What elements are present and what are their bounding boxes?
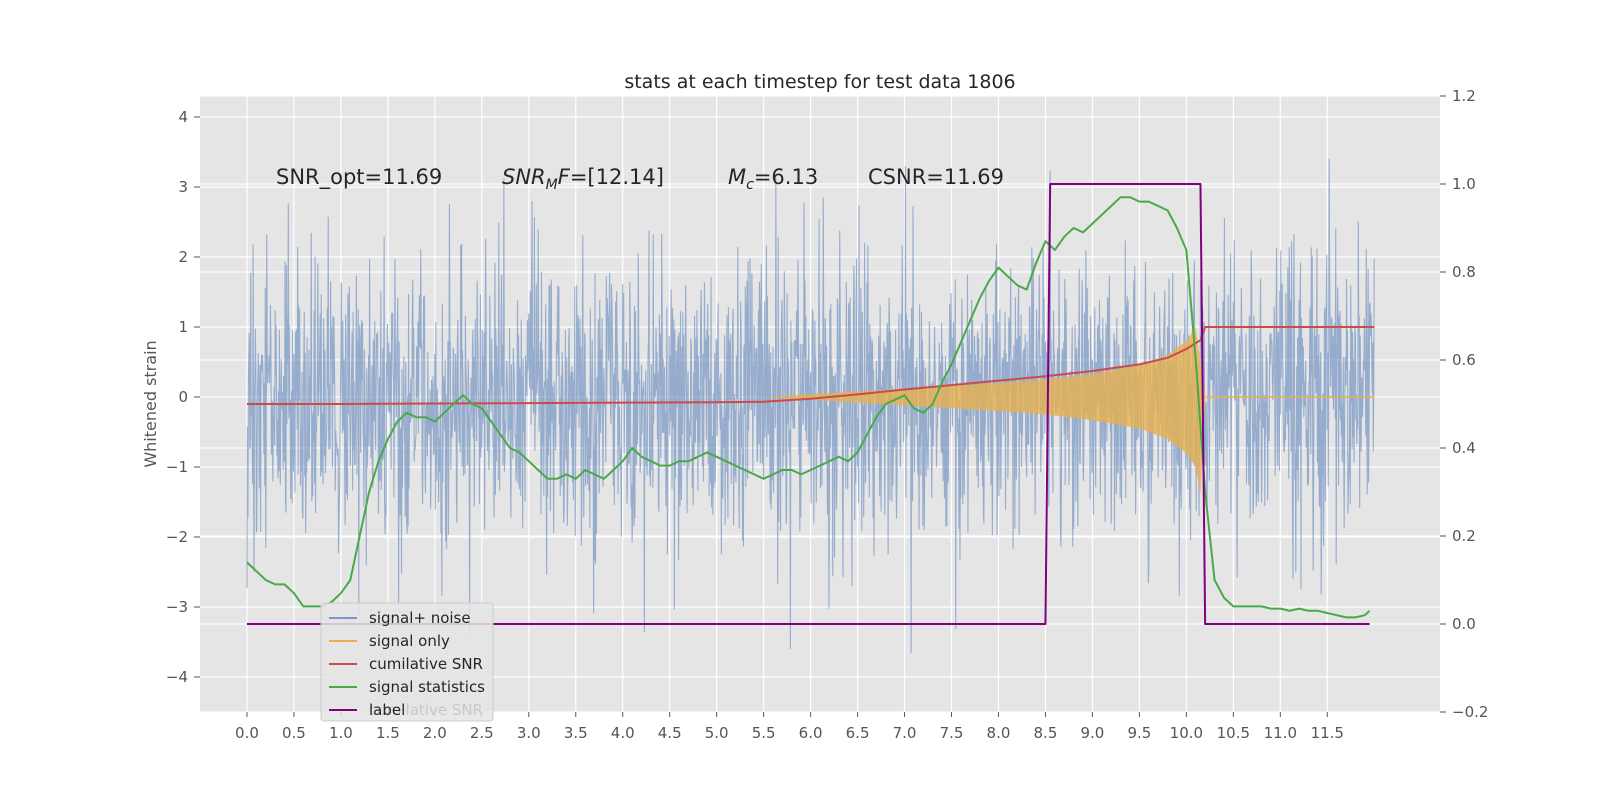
x-axis: 0.0 0.5 1.0 1.5 2.0 2.5 3.0 3.5 4.0 4.5 5.0 5.5 6.0 6… [235,712,1344,742]
y-axis-title: Whitened strain [141,340,160,467]
y-tick-label: 1 [178,318,188,336]
x-tick-label: 7.0 [893,724,917,742]
annotation-snr-mf: SNRMF=[12.14] [502,165,664,193]
y-tick-label: 0 [178,388,188,406]
chart-title: stats at each timestep for test data 180… [624,71,1015,93]
legend-label: label [369,701,405,719]
x-tick-label: 10.5 [1217,724,1250,742]
legend-label: signal+ noise [369,609,471,627]
x-tick-label: 5.0 [705,724,729,742]
y-tick-label: −4 [166,668,188,686]
y-tick-label: −3 [166,598,188,616]
x-tick-label: 4.5 [658,724,682,742]
x-tick-label: 2.0 [423,724,447,742]
y2-tick-label: 0.0 [1452,615,1476,633]
annotation-snr-opt: SNR_opt=11.69 [276,165,442,190]
y-tick-label: −1 [166,458,188,476]
x-tick-label: 9.0 [1080,724,1104,742]
x-tick-label: 6.0 [799,724,823,742]
legend-label: cumilative SNR [369,655,483,673]
x-tick-label: 7.5 [940,724,964,742]
x-tick-label: 1.0 [329,724,353,742]
x-tick-label: 2.5 [470,724,494,742]
x-tick-label: 3.0 [517,724,541,742]
y2-tick-label: −0.2 [1452,703,1488,721]
annotation-mc: Mc=6.13 [728,165,818,193]
signal-statistics-line [246,196,1371,619]
y2-tick-label: 0.6 [1452,351,1476,369]
legend-label: signal statistics [369,678,485,696]
legend-box [320,602,494,722]
signal-noise-series [246,158,1375,654]
legend-ghost-text: cumilative SNR [369,701,483,719]
y-tick-label: 3 [178,178,188,196]
x-tick-label: 11.5 [1311,724,1344,742]
x-tick-label: 5.5 [752,724,776,742]
x-tick-label: 3.5 [564,724,588,742]
y-tick-label: 4 [178,108,188,126]
signal-only-band [763,327,1375,495]
label-line [246,183,1370,625]
y-axis-left: 4 3 2 1 0 −1 −2 −3 −4 [166,108,200,686]
x-tick-label: 9.5 [1127,724,1151,742]
y-axis-right: 1.2 1.0 0.8 0.6 0.4 0.2 0.0 −0.2 [1440,87,1488,721]
y-tick-label: 2 [178,248,188,266]
x-tick-label: 6.5 [846,724,870,742]
legend-label: signal only [369,632,450,650]
y2-tick-label: 0.2 [1452,527,1476,545]
x-tick-label: 8.5 [1034,724,1058,742]
cumulative-snr-line [246,326,1375,405]
x-tick-label: 1.5 [376,724,400,742]
y2-tick-label: 1.0 [1452,175,1476,193]
signal-noise-line [246,158,1375,654]
annotation-csnr: CSNR=11.69 [868,165,1004,189]
signal-only-series [763,327,1375,495]
x-tick-label: 11.0 [1264,724,1297,742]
right-axis-series [246,183,1375,625]
y-tick-label: −2 [166,528,188,546]
x-tick-label: 0.0 [235,724,259,742]
legend: signal+ noise signal only cumilative SNR si… [320,602,494,722]
x-tick-label: 4.0 [611,724,635,742]
x-tick-label: 0.5 [282,724,306,742]
x-tick-label: 8.0 [987,724,1011,742]
x-tick-label: 10.0 [1170,724,1203,742]
annotations: SNR_opt=11.69 SNRMF=[12.14] Mc=6.13 CSNR=11… [276,165,1004,193]
y2-tick-label: 0.4 [1452,439,1476,457]
y2-tick-label: 0.8 [1452,263,1476,281]
y2-tick-label: 1.2 [1452,87,1476,105]
